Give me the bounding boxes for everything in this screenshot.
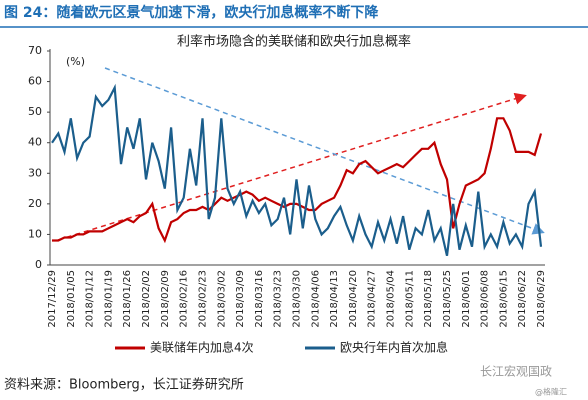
y-tick-label: 0 xyxy=(35,258,42,271)
x-tick-label: 2018/05/18 xyxy=(423,270,434,328)
y-tick-label: 10 xyxy=(28,227,42,240)
series-line xyxy=(52,117,543,244)
x-tick-label: 2018/02/02 xyxy=(141,270,152,328)
x-tick-label: 2018/06/01 xyxy=(461,270,472,328)
watermark: 长江宏观国政 xyxy=(480,364,552,379)
x-tick-label: 2017/12/29 xyxy=(47,270,58,328)
x-tick-label: 2018/05/04 xyxy=(386,270,397,328)
y-unit: (%) xyxy=(66,55,85,68)
chart-title: 利率市场隐含的美联储和欧央行加息概率 xyxy=(177,34,411,50)
x-tick-label: 2018/06/15 xyxy=(498,270,509,328)
x-tick-label: 2018/06/22 xyxy=(517,270,528,328)
trend-arrow xyxy=(57,92,527,241)
trend-arrow xyxy=(104,67,545,235)
header-title: 图 24：随着欧元区景气加速下滑，欧央行加息概率不断下降 xyxy=(4,4,379,21)
x-tick-label: 2018/03/30 xyxy=(292,270,303,328)
x-tick-label: 2018/01/12 xyxy=(85,270,96,328)
series-line xyxy=(51,83,543,257)
y-tick-label: 30 xyxy=(28,166,42,179)
y-tick-label: 60 xyxy=(28,75,42,88)
x-tick-label: 2018/06/08 xyxy=(480,270,491,328)
y-tick-label: 70 xyxy=(28,44,42,57)
x-tick-label: 2018/03/16 xyxy=(254,270,265,328)
x-tick-label: 2018/04/06 xyxy=(310,270,321,328)
y-tick-label: 20 xyxy=(28,197,42,210)
x-tick-label: 2018/01/05 xyxy=(66,270,77,328)
x-tick-label: 2018/02/23 xyxy=(197,270,208,328)
x-tick-label: 2018/03/02 xyxy=(216,270,227,328)
x-tick-label: 2018/04/20 xyxy=(348,270,359,328)
credit: @格隆汇 xyxy=(535,387,567,397)
x-tick-label: 2018/03/23 xyxy=(273,270,284,328)
y-tick-label: 50 xyxy=(28,105,42,118)
x-tick-label: 2018/01/19 xyxy=(103,270,114,328)
legend-label: 美联储年内加息4次 xyxy=(150,340,254,355)
x-tick-label: 2018/04/27 xyxy=(367,270,378,328)
x-tick-label: 2018/01/26 xyxy=(122,270,133,328)
x-tick-label: 2018/02/16 xyxy=(179,270,190,328)
x-tick-label: 2018/05/25 xyxy=(442,270,453,328)
legend-label: 欧央行年内首次加息 xyxy=(340,340,448,355)
x-tick-label: 2018/06/29 xyxy=(536,270,547,328)
y-tick-label: 40 xyxy=(28,136,42,149)
x-tick-label: 2018/04/13 xyxy=(329,270,340,328)
source: 资料来源：Bloomberg，长江证券研究所 xyxy=(4,377,244,393)
x-tick-label: 2018/05/11 xyxy=(404,270,415,328)
x-tick-label: 2018/02/09 xyxy=(160,270,171,328)
x-tick-label: 2018/03/09 xyxy=(235,270,246,328)
